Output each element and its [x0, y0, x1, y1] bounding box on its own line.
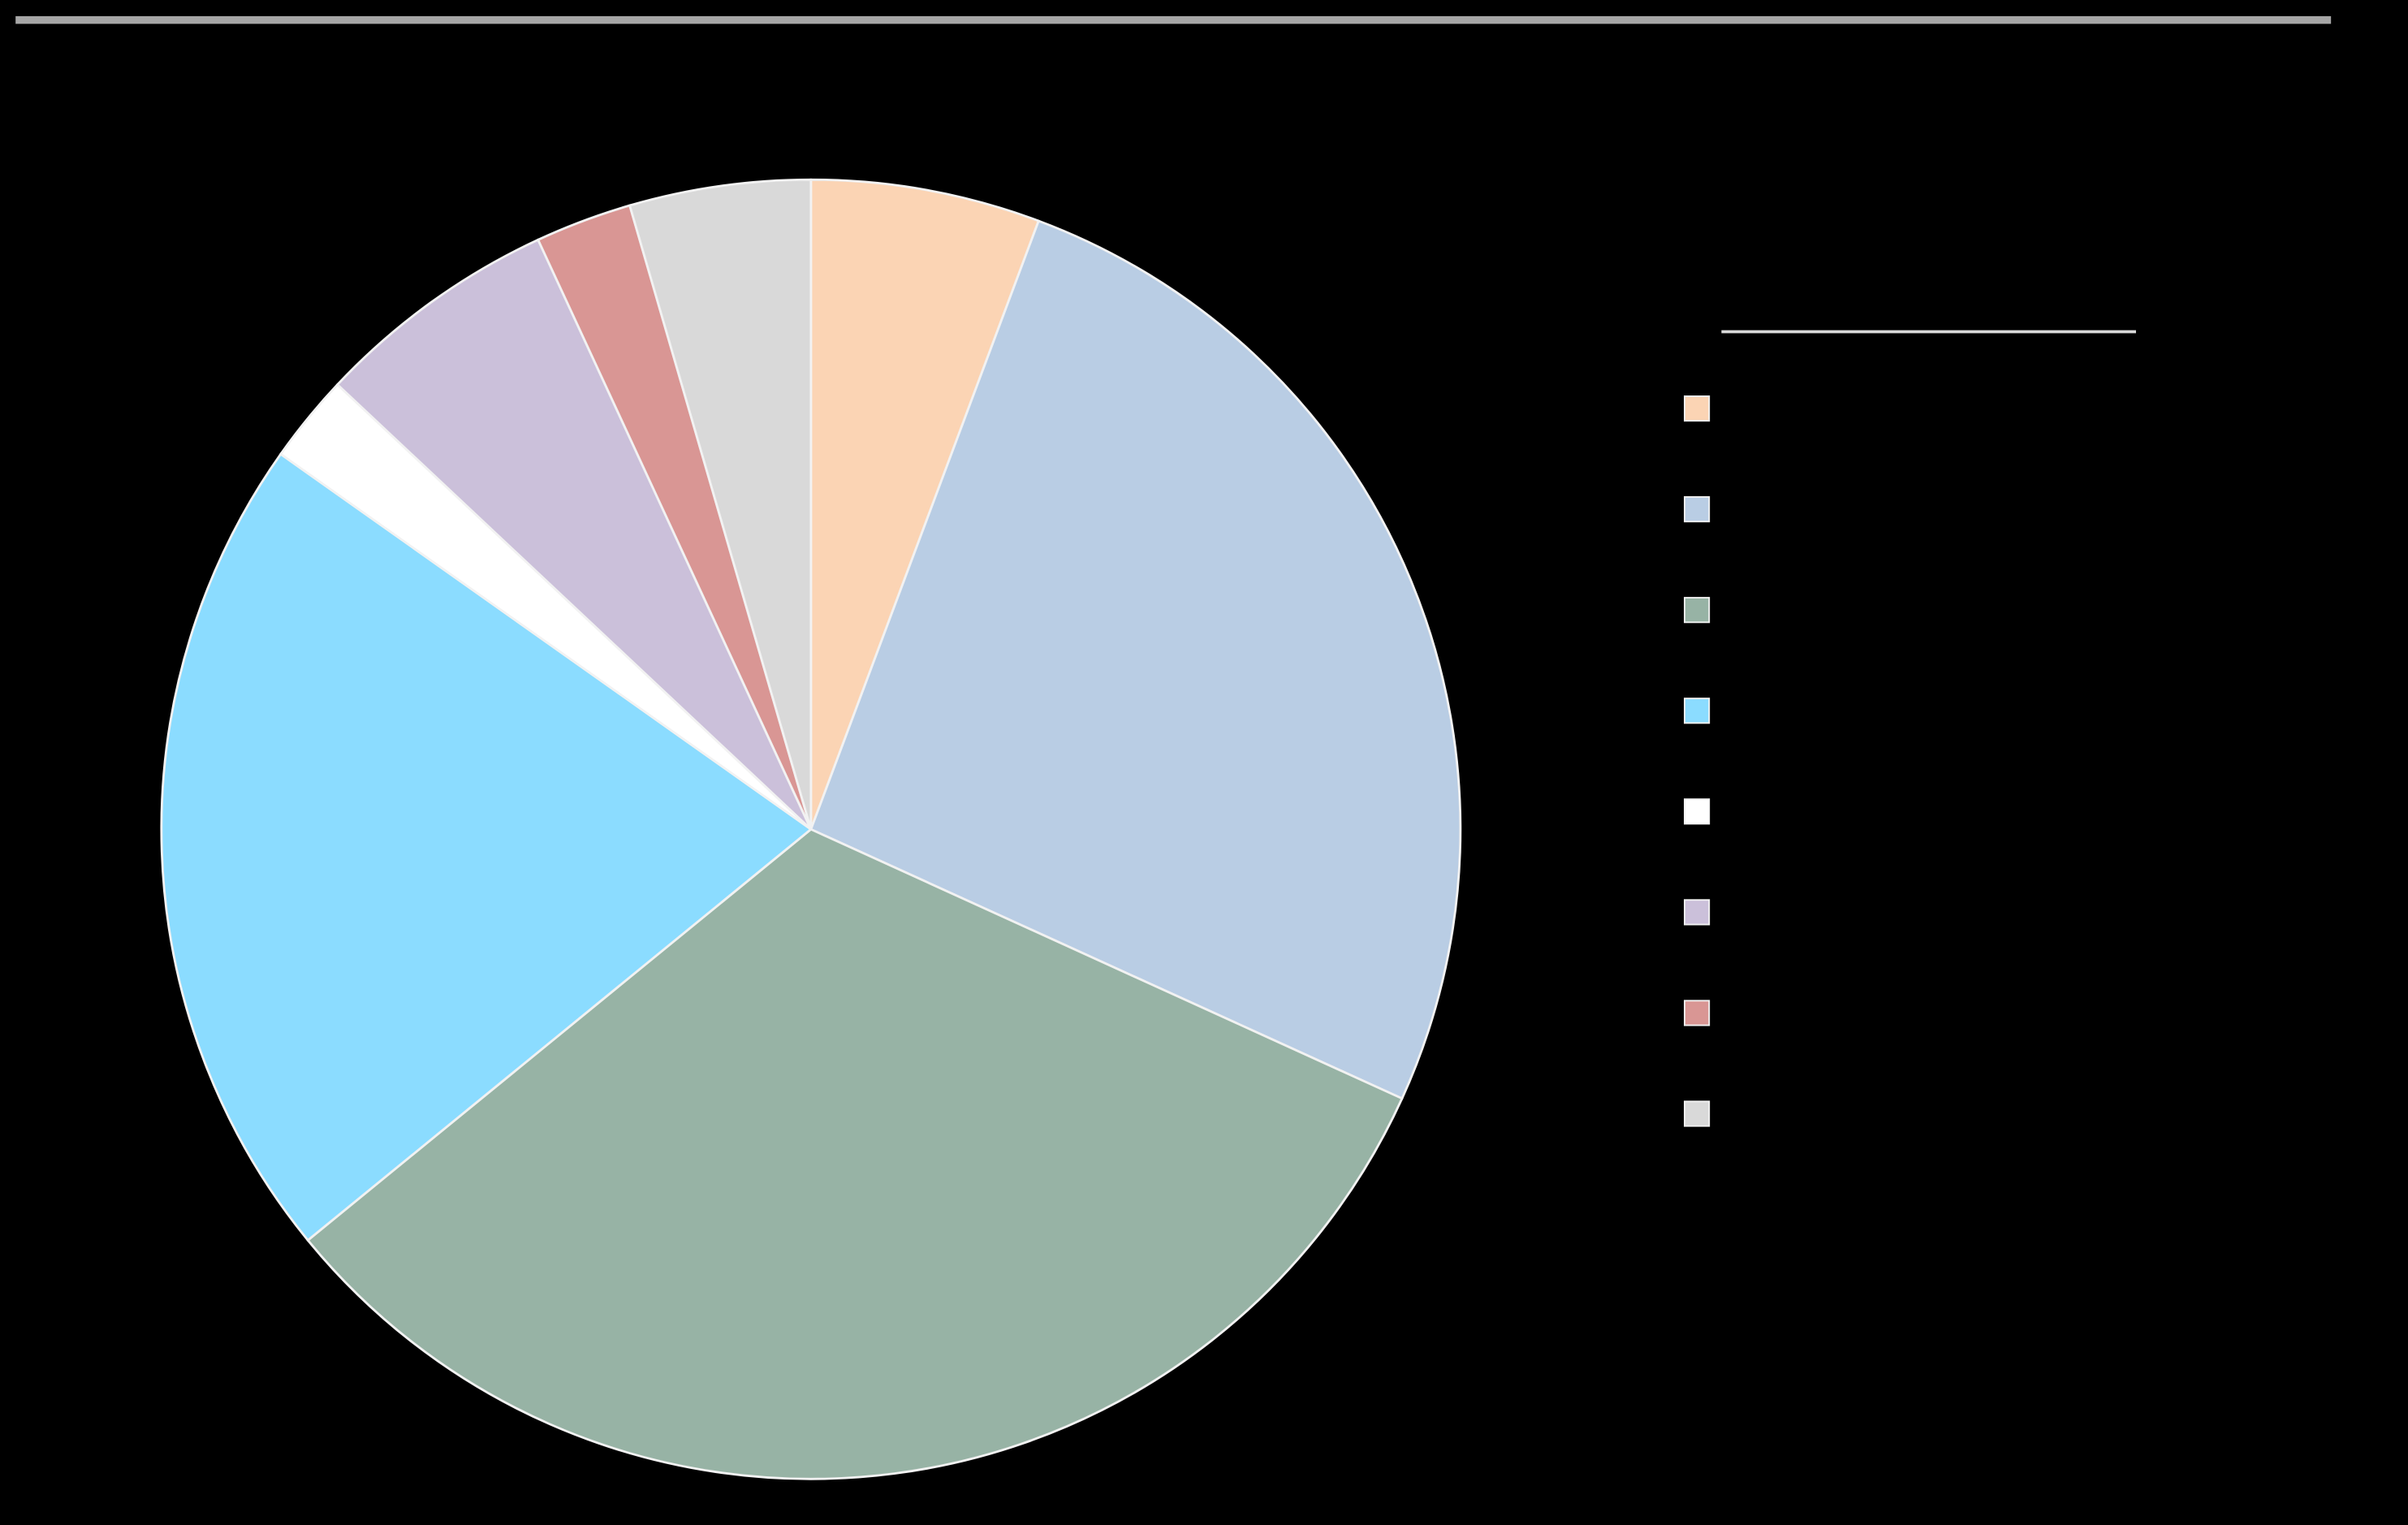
pie-slice: [306, 827, 1404, 1480]
legend-swatch: [1684, 1100, 1711, 1127]
pie-slice: [809, 178, 1041, 830]
legend-swatch: [1684, 597, 1711, 624]
legend-swatch: [1684, 496, 1711, 523]
legend-swatch: [1684, 1000, 1711, 1026]
pie-slice: [628, 178, 813, 830]
legend-swatch: [1684, 899, 1711, 926]
legend-swatch: [1684, 395, 1711, 422]
pie-slice: [160, 452, 813, 1242]
legend-swatch: [1684, 698, 1711, 724]
pie-slice: [809, 219, 1462, 1100]
legend-swatch: [1684, 798, 1711, 825]
pie-slice: [335, 238, 813, 831]
